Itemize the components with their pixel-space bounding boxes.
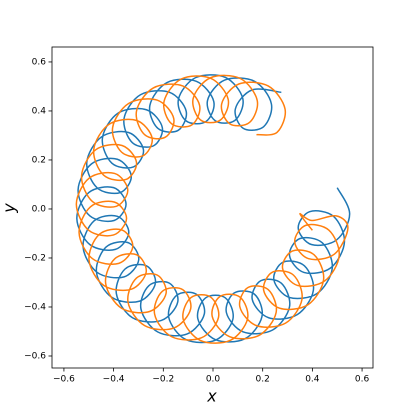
x-tick-label: −0.2 — [152, 375, 174, 385]
y-axis-label: y — [0, 203, 19, 214]
x-tick-label: 0.4 — [305, 375, 320, 385]
y-tick-label: 0.0 — [32, 204, 47, 214]
y-tick-label: 0.6 — [32, 57, 47, 67]
curve — [75, 74, 349, 344]
x-tick-label: 0.6 — [355, 375, 370, 385]
y-tick-label: −0.2 — [24, 253, 46, 263]
y-tick-label: −0.6 — [24, 351, 46, 361]
x-tick-label: −0.4 — [103, 375, 125, 385]
plot-frame — [51, 46, 374, 369]
x-tick-label: 0.0 — [206, 375, 221, 385]
curve — [76, 74, 351, 344]
y-tick-label: 0.2 — [32, 155, 46, 165]
y-tick-label: −0.4 — [24, 302, 46, 312]
x-tick-label: −0.6 — [53, 375, 75, 385]
x-tick-label: 0.2 — [256, 375, 270, 385]
y-tick-label: 0.4 — [32, 106, 47, 116]
x-axis-label: x — [206, 387, 217, 406]
